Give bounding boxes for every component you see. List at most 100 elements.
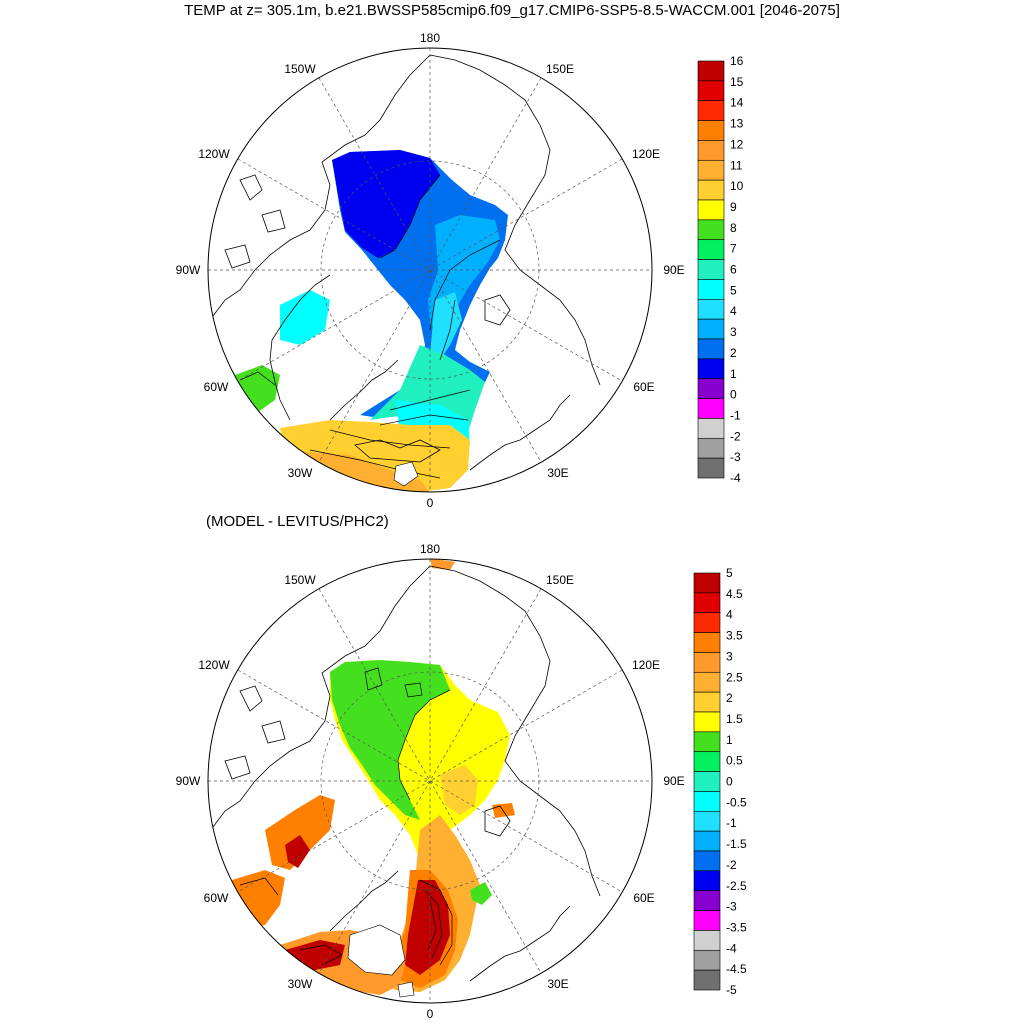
bottom-label-150e: 150E: [546, 573, 574, 587]
bottom-coastlines: [209, 565, 601, 982]
top-label-150e: 150E: [546, 62, 574, 76]
colorbar-swatch: [697, 159, 725, 181]
colorbar-tick-label: 1: [726, 733, 733, 747]
colorbar-swatch: [693, 910, 721, 931]
colorbar-swatch: [697, 279, 725, 300]
colorbar-swatch: [693, 930, 721, 951]
figure-title: TEMP at z= 305.1m, b.e21.BWSSP585cmip6.f…: [184, 2, 840, 19]
bottom-label-30e: 30E: [547, 977, 568, 991]
bottom-map: 180 150W 150E 120W 120E 90W 90E 60W 60E …: [176, 542, 685, 1021]
bottom-label-90e: 90E: [663, 774, 684, 788]
colorbar-tick-label: 16: [730, 54, 744, 68]
colorbar-tick-label: 10: [730, 179, 744, 193]
bottom-label-0: 0: [427, 1007, 434, 1021]
top-label-120e: 120E: [632, 147, 660, 161]
colorbar-swatch: [697, 298, 725, 320]
colorbar-swatch: [697, 358, 725, 380]
colorbar-tick-label: -1: [726, 816, 737, 830]
colorbar-swatch: [697, 80, 725, 102]
colorbar-tick-label: -3: [730, 450, 741, 464]
colorbar-swatch: [693, 592, 721, 614]
colorbar-swatch: [697, 60, 725, 82]
top-map-fill: [209, 54, 601, 492]
bottom-fill-nordic-core: [405, 880, 450, 975]
colorbar-swatch: [697, 140, 725, 161]
bottom-fill-canada-basin: [330, 660, 450, 820]
bottom-fill-laptev: [492, 803, 515, 818]
colorbar-tick-label: 0.5: [726, 754, 743, 768]
colorbar-tick-label: 4: [726, 608, 733, 622]
colorbar-swatch: [693, 771, 721, 792]
colorbar-tick-label: 3: [726, 649, 733, 663]
bottom-label-150w: 150W: [284, 573, 316, 587]
colorbar-tick-label: 4: [730, 304, 737, 318]
bottom-label-120w: 120W: [198, 658, 230, 672]
colorbar-swatch: [693, 870, 721, 892]
colorbar-swatch: [693, 671, 721, 693]
top-fill-atlantic: [280, 420, 470, 492]
top-label-0: 0: [427, 496, 434, 510]
colorbar-swatch: [693, 850, 721, 872]
colorbar-swatch: [693, 791, 721, 812]
colorbar-swatch: [697, 457, 725, 479]
colorbar-tick-label: 4.5: [726, 587, 743, 601]
panel-subtitle: (MODEL - LEVITUS/PHC2): [206, 513, 389, 530]
top-coastlines: [209, 54, 601, 471]
colorbar-tick-label: 2.5: [726, 670, 743, 684]
bottom-fill-baffin: [265, 795, 335, 870]
colorbar-swatch: [693, 691, 721, 713]
colorbar-tick-label: -0.5: [726, 795, 747, 809]
colorbar-swatch: [697, 338, 725, 360]
colorbar-tick-label: 12: [730, 137, 744, 151]
colorbar-swatch: [693, 572, 721, 594]
colorbar-tick-label: -4: [730, 471, 741, 485]
colorbar-tick-label: 2: [730, 346, 737, 360]
top-label-60e: 60E: [633, 380, 654, 394]
top-label-30e: 30E: [547, 466, 568, 480]
colorbar-swatch: [697, 437, 725, 459]
colorbar-tick-label: -2: [726, 858, 737, 872]
colorbar-tick-label: -3.5: [726, 920, 747, 934]
colorbar-tick-label: -2: [730, 429, 741, 443]
top-label-90e: 90E: [663, 263, 684, 277]
colorbar-tick-label: 8: [730, 221, 737, 235]
top-label-60w: 60W: [204, 380, 229, 394]
colorbar-tick-label: 0: [726, 775, 733, 789]
colorbar-swatch: [693, 810, 721, 832]
colorbar-tick-label: -5: [726, 983, 737, 997]
colorbar-swatch: [693, 731, 721, 753]
bottom-fill-eurasia: [440, 765, 478, 815]
top-label-120w: 120W: [198, 147, 230, 161]
colorbar-swatch: [693, 751, 721, 772]
colorbar-swatch: [697, 100, 725, 121]
bottom-graticule: [208, 559, 652, 1003]
colorbar-tick-label: 13: [730, 117, 744, 131]
colorbar-swatch: [693, 969, 721, 991]
colorbar-swatch: [693, 612, 721, 633]
colorbar-tick-label: -1: [730, 408, 741, 422]
colorbar-tick-label: 5: [726, 566, 733, 580]
top-map: 180 150W 150E 120W 120E 90W 90E 60W 60E …: [176, 31, 685, 510]
colorbar-tick-label: -3: [726, 900, 737, 914]
colorbar-tick-label: -2.5: [726, 879, 747, 893]
colorbar-tick-label: 2: [726, 691, 733, 705]
top-map-frame: [207, 47, 653, 493]
top-label-180: 180: [420, 31, 440, 45]
colorbar-tick-label: 9: [730, 200, 737, 214]
colorbar-tick-label: 3: [730, 325, 737, 339]
bottom-fill-labrador: [232, 870, 285, 928]
bottom-label-60e: 60E: [633, 891, 654, 905]
colorbar-swatch: [697, 418, 725, 439]
bottom-fill-baffin-core: [285, 835, 310, 868]
bottom-label-30w: 30W: [288, 977, 313, 991]
colorbar-tick-label: -4: [726, 941, 737, 955]
bottom-fill-barents: [470, 882, 492, 905]
bottom-label-120e: 120E: [632, 658, 660, 672]
colorbar-tick-label: 15: [730, 75, 744, 89]
top-label-30w: 30W: [288, 466, 313, 480]
top-label-90w: 90W: [176, 263, 201, 277]
colorbar-tick-label: 11: [730, 158, 743, 172]
